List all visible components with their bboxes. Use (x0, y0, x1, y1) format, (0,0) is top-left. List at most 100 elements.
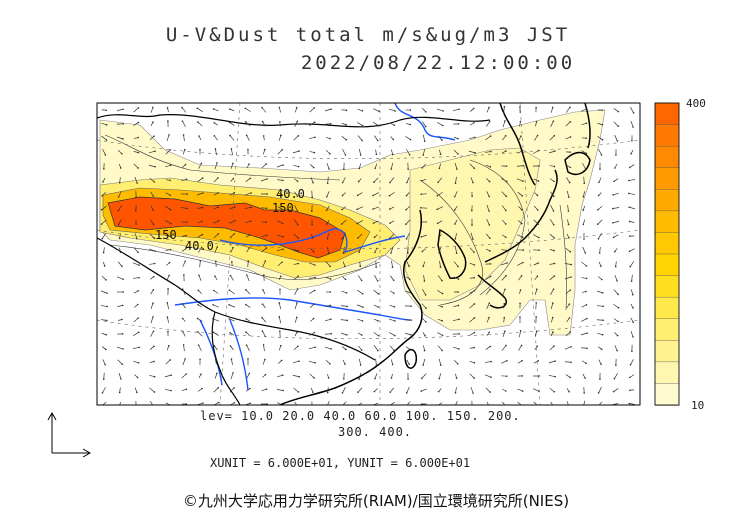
wind-arrow-head (441, 319, 443, 322)
wind-arrow-head (570, 345, 572, 348)
wind-arrow-head (536, 194, 539, 197)
wind-arrow (406, 177, 410, 183)
wind-arrow (422, 261, 426, 267)
wind-arrow (630, 107, 634, 113)
wind-arrow (166, 134, 170, 142)
wind-arrow (517, 191, 523, 197)
wind-arrow-head (137, 167, 139, 169)
wind-arrow (102, 233, 106, 239)
wind-arrow-head (135, 223, 137, 225)
wind-arrow (294, 107, 298, 113)
wind-arrow (182, 303, 186, 309)
wind-arrow (373, 121, 379, 127)
wind-arrow-head (118, 181, 121, 184)
wind-arrow-head (152, 209, 154, 211)
wind-arrow-head (184, 148, 186, 151)
wind-arrow (549, 345, 555, 351)
contour-label: 40.0 (185, 239, 214, 253)
wind-arrow-head (376, 279, 379, 282)
wind-arrow-head (216, 246, 219, 248)
wind-arrow-head (137, 331, 140, 334)
wind-arrow-head (341, 181, 344, 184)
wind-arrow (261, 317, 267, 323)
wind-arrow (422, 163, 426, 169)
wind-arrow-head (389, 222, 391, 224)
wind-arrow-head (233, 401, 236, 404)
wind-arrow (341, 332, 347, 336)
wind-arrow-head (568, 406, 570, 408)
wind-arrow (276, 234, 284, 238)
wind-arrow (101, 135, 107, 141)
wind-arrow-head (393, 124, 396, 127)
wind-arrow-head (327, 377, 330, 379)
wind-arrow-head (617, 125, 620, 128)
wind-arrow-head (535, 301, 537, 304)
wind-arrow-head (200, 246, 203, 249)
wind-arrow-head (330, 332, 333, 335)
wind-arrow (501, 249, 507, 251)
wind-arrow-head (536, 275, 539, 278)
wind-arrow-head (169, 164, 172, 167)
wind-arrow-head (473, 289, 476, 292)
wind-arrow-head (521, 195, 524, 197)
river-yellow (219, 228, 406, 254)
wind-arrow (245, 220, 251, 224)
wind-arrow-head (245, 303, 247, 306)
wind-arrow-head (536, 209, 539, 211)
wind-arrow (278, 135, 282, 141)
wind-arrow-head (264, 260, 267, 262)
wind-arrow-head (616, 334, 619, 337)
wind-arrow (246, 345, 250, 351)
wind-arrow (277, 374, 283, 378)
wind-arrow-head (282, 235, 284, 238)
wind-arrow (437, 177, 443, 183)
wind-arrow-head (457, 265, 459, 268)
wind-arrow (452, 108, 460, 112)
wind-arrow-head (153, 406, 155, 408)
wind-arrow-head (454, 391, 457, 394)
wind-arrow-head (393, 305, 396, 308)
wind-arrow (231, 148, 233, 156)
wind-arrow (517, 234, 523, 238)
wind-arrow-head (551, 106, 554, 109)
wind-arrow (149, 135, 155, 141)
wind-arrow (564, 276, 572, 280)
wind-arrow-head (438, 377, 441, 380)
wind-arrow-head (229, 274, 232, 277)
wind-arrow (422, 134, 426, 142)
wind-arrow-head (122, 348, 124, 350)
wind-arrow (341, 290, 347, 294)
wind-arrow-head (346, 334, 348, 336)
wind-arrow (261, 247, 267, 253)
wind-arrow-head (244, 107, 247, 110)
wind-arrow (437, 332, 443, 336)
wind-arrow (100, 290, 108, 294)
wind-arrow (229, 135, 235, 141)
wind-arrow-head (458, 318, 460, 321)
wind-arrow-head (632, 307, 634, 309)
wind-arrow-head (372, 222, 375, 224)
wind-arrow-head (121, 318, 123, 321)
wind-arrow-head (329, 362, 331, 365)
wind-arrow (500, 262, 508, 266)
wind-arrow-head (169, 248, 172, 251)
wind-arrow (326, 246, 330, 254)
wind-arrow (245, 178, 251, 182)
wind-arrow (405, 333, 411, 335)
wind-arrow-head (199, 259, 202, 262)
wind-arrow-head (586, 332, 588, 334)
wind-arrow (261, 207, 267, 209)
wind-arrow-head (409, 291, 412, 294)
wind-arrow (535, 121, 537, 127)
wind-arrow-head (374, 251, 376, 254)
wind-arrow (597, 123, 603, 125)
wind-arrow-head (420, 207, 422, 209)
wind-arrow (167, 302, 169, 310)
wind-arrow (469, 290, 475, 294)
wind-arrow-head (152, 106, 154, 109)
wind-arrow-head (490, 360, 492, 363)
wind-arrow-head (198, 274, 200, 277)
wind-arrow (245, 331, 251, 337)
wind-arrow (197, 177, 203, 183)
wind-arrow-head (106, 319, 108, 322)
